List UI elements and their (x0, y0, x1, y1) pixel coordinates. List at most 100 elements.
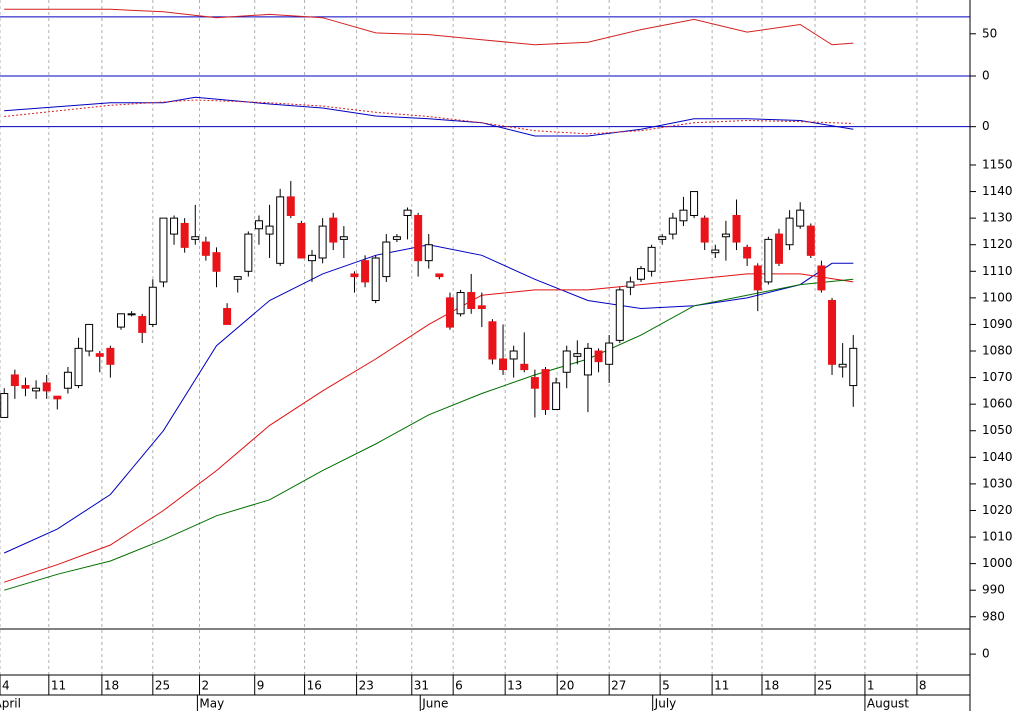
candle-body (806, 225, 815, 256)
ma-line (4, 278, 854, 591)
candle-body (53, 395, 62, 400)
candle-body (435, 273, 444, 278)
month-label: May (199, 697, 224, 711)
candle-body (594, 350, 603, 363)
x-tick-label: 1 (867, 679, 875, 693)
candle-body (403, 209, 412, 216)
candle-body (647, 246, 656, 272)
candle-body (615, 289, 624, 341)
x-tick-label: 4 (2, 679, 10, 693)
candle-body (711, 249, 720, 254)
y-tick-label: 1060 (982, 397, 1013, 411)
candle-body (530, 377, 539, 389)
x-tick-label: 13 (507, 679, 522, 693)
candle-body (796, 209, 805, 227)
candle-body (552, 382, 561, 410)
candle-body (361, 260, 370, 283)
candle-body (573, 353, 582, 357)
candle-body (21, 385, 30, 389)
candle-body (743, 246, 752, 259)
candle-body (700, 217, 709, 243)
y-tick-label: 1090 (982, 317, 1013, 331)
y-tick-label: 980 (982, 609, 1005, 623)
month-label: April (0, 697, 21, 711)
candle-body (159, 217, 168, 283)
y-tick-label: 1070 (982, 370, 1013, 384)
candle-body (445, 297, 454, 328)
candle-body (286, 196, 295, 216)
candle-body (753, 265, 762, 291)
x-tick-label: 18 (764, 679, 779, 693)
candle-body (467, 292, 476, 309)
y-tick-label: 1120 (982, 237, 1013, 251)
candle-body (583, 347, 592, 376)
x-tick-label: 20 (559, 679, 574, 693)
candle-body (424, 244, 433, 262)
candle-body (265, 225, 274, 235)
candle-body (817, 265, 826, 291)
candle-body (562, 350, 571, 373)
y-tick-label: 0 (982, 647, 990, 661)
candle-body (201, 241, 210, 256)
x-tick-label: 31 (414, 679, 429, 693)
ma-line (4, 8, 854, 46)
x-tick-label: 8 (919, 679, 927, 693)
y-tick-label: 1130 (982, 211, 1013, 225)
y-tick-label: 1100 (982, 290, 1013, 304)
candle-body (170, 217, 179, 235)
candle-body (774, 233, 783, 264)
candle-body (456, 292, 465, 315)
y-tick-label: 50 (982, 26, 997, 40)
month-label: August (867, 697, 909, 711)
candle-body (732, 214, 741, 243)
y-tick-label: 1040 (982, 450, 1013, 464)
candle-body (0, 393, 9, 418)
candle-body (828, 300, 837, 365)
x-tick-label: 25 (817, 679, 832, 693)
y-tick-label: 1140 (982, 184, 1013, 198)
x-tick-label: 11 (714, 679, 729, 693)
candle-body (849, 347, 858, 387)
x-tick-label: 9 (257, 679, 265, 693)
candle-body (679, 209, 688, 222)
ma-line (4, 273, 854, 583)
candle-body (42, 382, 51, 392)
candle-body (785, 217, 794, 246)
candle-body (382, 241, 391, 278)
candle-body (138, 315, 147, 333)
month-label: June (421, 697, 448, 711)
candle-body (297, 222, 306, 259)
candle-body (371, 257, 380, 302)
candle-body (339, 236, 348, 240)
candle-body (74, 347, 83, 387)
x-tick-label: 27 (611, 679, 626, 693)
candle-body (329, 217, 338, 243)
candle-body (509, 350, 518, 360)
month-label: July (654, 697, 677, 711)
candle-body (127, 313, 136, 316)
candle-body (626, 281, 635, 288)
y-tick-label: 1080 (982, 344, 1013, 358)
candle-body (276, 196, 285, 264)
candle-body (541, 369, 550, 410)
candle-body (85, 323, 94, 352)
candle-body (668, 217, 677, 235)
candle-body (637, 268, 646, 280)
x-tick-label: 18 (104, 679, 119, 693)
candle-body (233, 276, 242, 280)
y-tick-label: 1000 (982, 556, 1013, 570)
x-tick-label: 11 (51, 679, 66, 693)
candle-body (658, 236, 667, 240)
candle-body (690, 191, 699, 216)
x-tick-label: 23 (359, 679, 374, 693)
candle-body (350, 273, 359, 278)
x-tick-label: 16 (307, 679, 322, 693)
candle-body (106, 347, 115, 365)
ma-line (3, 244, 854, 554)
candle-body (254, 220, 263, 230)
candle-body (318, 225, 327, 259)
candle-body (414, 214, 423, 262)
candle-body (95, 353, 104, 357)
